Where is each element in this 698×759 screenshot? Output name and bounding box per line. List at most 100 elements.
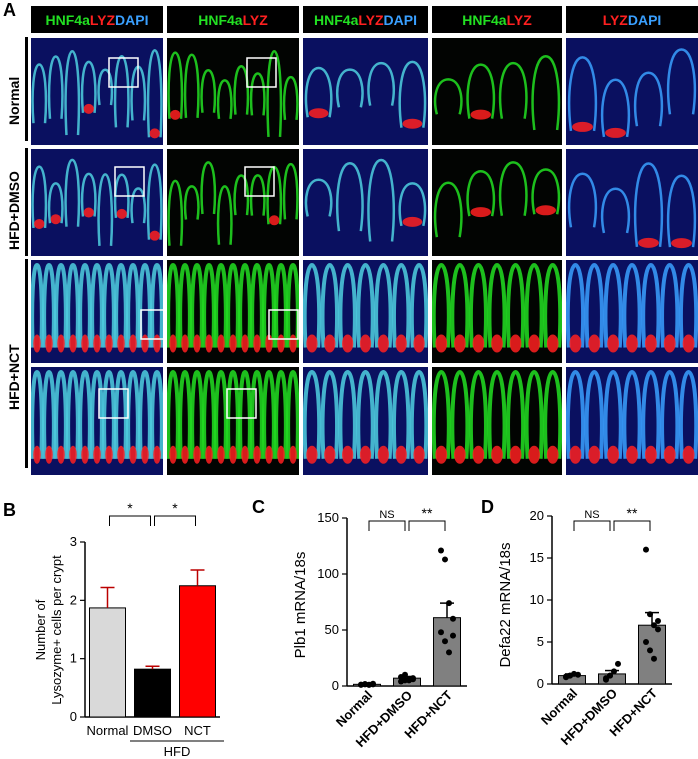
bar xyxy=(89,607,126,718)
data-point xyxy=(651,655,657,662)
y-tick-label: 2 xyxy=(70,592,77,607)
micrograph-tile-r1-c3 xyxy=(303,38,428,145)
y-axis-label: Defa22 mRNA/18s xyxy=(497,542,514,667)
channel-label: DAPI xyxy=(627,11,662,28)
micrograph-tile-r4-c1 xyxy=(31,367,163,475)
data-point xyxy=(647,647,653,654)
channel-label: LYZ xyxy=(358,11,384,28)
data-point xyxy=(651,622,657,629)
data-point xyxy=(611,668,617,675)
y-tick-label: 20 xyxy=(530,508,544,523)
micrograph-tile-r3-c2 xyxy=(167,260,299,363)
micrograph-tile-r1-c4 xyxy=(432,38,562,145)
panel-label-c: C xyxy=(252,497,265,517)
micrograph-tile-r4-c4 xyxy=(432,367,562,475)
micrograph-tile-r3-c1 xyxy=(31,260,163,363)
significance-bracket xyxy=(613,520,651,531)
micrograph-tile-r1-c5 xyxy=(566,38,698,145)
y-tick-label: 15 xyxy=(530,550,544,565)
data-point xyxy=(643,546,649,553)
y-tick-label: 0 xyxy=(537,676,544,691)
significance-bracket xyxy=(573,520,611,531)
data-point xyxy=(647,611,653,618)
data-point xyxy=(446,600,452,607)
y-axis-label: Number of xyxy=(33,599,48,660)
channel-label: HNF4a xyxy=(314,11,359,28)
significance-label: ** xyxy=(422,505,433,521)
data-point xyxy=(442,556,448,563)
channel-label: HNF4a xyxy=(462,11,507,28)
channel-header-5: LYZ DAPI xyxy=(566,6,698,33)
micrograph-tile-r2-c3 xyxy=(303,149,428,256)
data-point xyxy=(402,671,408,678)
channel-header-2: HNF4a LYZ xyxy=(167,6,299,33)
significance-label: NS xyxy=(379,509,394,521)
significance-label: NS xyxy=(584,509,599,521)
data-point xyxy=(655,626,661,633)
channel-label: LYZ xyxy=(242,11,268,28)
micrograph-tile-r3-c5 xyxy=(566,260,698,363)
micrograph-tile-r4-c5 xyxy=(566,367,698,475)
micrograph-tile-r2-c1 xyxy=(31,149,163,256)
row-label-hfd-nct: HFD+NCT xyxy=(6,344,22,410)
panel-label-a: A xyxy=(3,0,16,20)
chart-b-lysozyme: 0 1 2 3 Normal DMSO NCT * * Number of Lysozyme+ ce… xyxy=(33,500,224,759)
bar xyxy=(134,668,171,718)
micrograph-tile-r3-c4 xyxy=(432,260,562,363)
data-point xyxy=(615,660,621,667)
panel-label-b: B xyxy=(3,500,16,520)
significance-label: ** xyxy=(627,505,638,521)
x-tick-label: DMSO xyxy=(133,723,172,738)
data-point xyxy=(450,615,456,622)
data-point xyxy=(410,676,416,683)
micrograph-tile-r2-c5 xyxy=(566,149,698,256)
significance-bracket xyxy=(154,515,196,526)
significance-bracket xyxy=(368,520,406,531)
data-point xyxy=(655,618,661,624)
channel-header-4: HNF4a LYZ xyxy=(432,6,562,33)
data-point xyxy=(438,547,444,554)
channel-label: DAPI xyxy=(383,11,417,28)
micrograph-tile-r1-c2 xyxy=(167,38,299,145)
y-tick-label: 1 xyxy=(70,651,77,666)
data-point xyxy=(643,639,649,645)
channel-label: HNF4a xyxy=(45,11,90,28)
micrograph-tile-r4-c2 xyxy=(167,367,299,475)
y-tick-label: 10 xyxy=(530,592,544,607)
row-bar-normal xyxy=(25,37,28,141)
bar xyxy=(638,624,666,685)
data-point xyxy=(438,629,444,636)
y-tick-label: 150 xyxy=(317,510,339,525)
channel-label: LYZ xyxy=(89,11,116,28)
significance-bracket xyxy=(408,520,446,531)
y-tick-label: 0 xyxy=(70,709,77,724)
row-bar-hfd-dmso xyxy=(25,148,28,256)
y-axis-label: Lysozyme+ cells per crypt xyxy=(49,555,64,705)
bar xyxy=(179,585,216,718)
panel-label-d: D xyxy=(481,497,494,517)
significance-label: * xyxy=(172,500,178,516)
channel-label: LYZ xyxy=(602,11,628,28)
y-tick-label: 5 xyxy=(537,634,544,649)
channel-label: LYZ xyxy=(506,11,532,28)
micrograph-tile-r1-c1 xyxy=(31,38,163,145)
y-tick-label: 0 xyxy=(332,678,339,693)
data-point xyxy=(607,672,613,679)
x-tick-label: NCT xyxy=(184,723,211,738)
x-tick-label: Normal xyxy=(87,723,129,738)
micrograph-tile-r2-c2 xyxy=(167,149,299,256)
data-point xyxy=(442,638,448,645)
row-label-hfd-dmso: HFD+DMSO xyxy=(6,171,22,250)
data-point xyxy=(567,672,573,679)
group-label: HFD xyxy=(164,744,191,759)
channel-header-1: HNF4a LYZ DAPI xyxy=(31,6,163,33)
channel-label: DAPI xyxy=(115,11,149,28)
micrograph-tile-r3-c3 xyxy=(303,260,428,363)
data-point xyxy=(370,681,376,688)
significance-label: * xyxy=(127,500,133,516)
channel-label: HNF4a xyxy=(198,11,243,28)
row-label-normal: Normal xyxy=(6,76,22,125)
micrograph-tile-r4-c3 xyxy=(303,367,428,475)
